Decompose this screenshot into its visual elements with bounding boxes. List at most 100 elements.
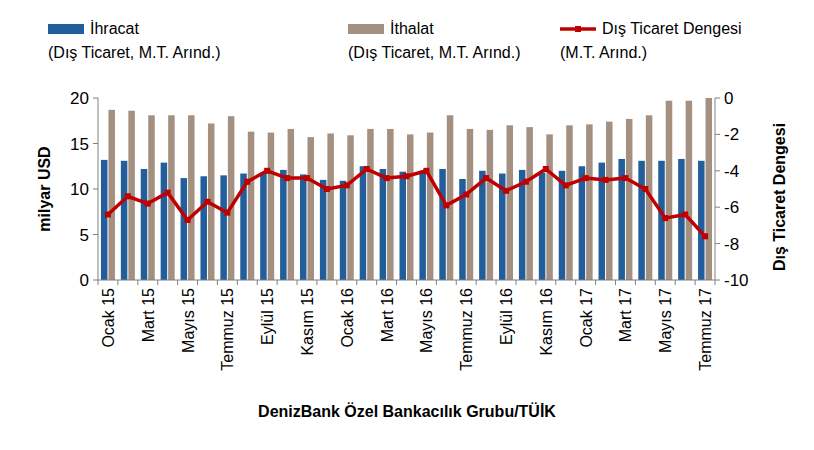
x-tick-label: Kasım 15 — [299, 288, 316, 356]
x-tick-label: Eylül 16 — [498, 288, 515, 345]
x-tick — [515, 280, 516, 285]
bar — [288, 129, 295, 280]
bar — [387, 129, 394, 280]
x-axis — [98, 280, 715, 281]
y2-tick-label: -2 — [724, 125, 739, 144]
x-tick — [217, 280, 218, 285]
legend-swatch — [348, 24, 384, 34]
y-tick-label: 20 — [70, 89, 89, 108]
bar — [141, 169, 148, 280]
marker — [642, 186, 648, 192]
marker — [443, 202, 449, 208]
marker — [105, 211, 111, 217]
y-axis-title: milyar USD — [36, 146, 53, 231]
bar — [121, 161, 128, 280]
marker — [543, 166, 549, 172]
y2-tick — [715, 134, 720, 135]
bar — [307, 137, 314, 280]
x-tick-label: Mayıs 17 — [657, 288, 674, 353]
x-tick — [635, 280, 636, 285]
bar — [507, 125, 513, 280]
y-tick — [93, 143, 98, 144]
y2-tick-label: -10 — [724, 271, 749, 290]
bar — [340, 181, 347, 280]
y-tick — [93, 234, 98, 235]
marker — [622, 175, 628, 181]
x-tick — [117, 280, 118, 285]
legend-label: İthalat (Dış Ticaret, M.T. Arınd.) — [348, 19, 520, 61]
bar — [487, 130, 494, 280]
x-tick — [715, 280, 716, 285]
y2-tick — [715, 98, 720, 99]
legend-line: İhracat — [90, 19, 139, 37]
legend-marker — [575, 26, 581, 32]
x-tick — [456, 280, 457, 285]
x-tick-label: Mayıs 16 — [418, 288, 435, 353]
bar — [188, 115, 195, 280]
y-tick-label: 15 — [70, 135, 89, 154]
marker — [423, 168, 429, 174]
x-tick — [237, 280, 238, 285]
marker — [304, 175, 310, 181]
line — [108, 169, 705, 236]
x-tick — [595, 280, 596, 285]
y-tick — [93, 189, 98, 190]
bar — [566, 125, 573, 280]
bar — [347, 135, 354, 280]
marker — [364, 166, 370, 172]
legend-line: (Dış Ticaret, M.T. Arınd.) — [348, 44, 520, 61]
x-tick — [695, 280, 696, 285]
y2-axis — [715, 98, 716, 280]
bar — [626, 119, 633, 280]
marker — [603, 177, 609, 183]
bar — [447, 115, 454, 280]
legend-line: İthalat — [390, 19, 434, 37]
source: DenizBank Özel Bankacılık Grubu/TÜİK — [258, 402, 556, 420]
marker — [463, 191, 469, 197]
marker — [702, 233, 708, 239]
bar — [327, 133, 334, 280]
marker — [404, 173, 410, 179]
bar — [101, 160, 108, 280]
marker — [384, 175, 390, 181]
x-tick — [316, 280, 317, 285]
marker — [583, 175, 589, 181]
marker — [224, 210, 230, 216]
bar — [579, 166, 586, 280]
y2-axis-title: Dış Ticaret Dengesi — [771, 123, 788, 271]
x-tick-label: Mart 16 — [379, 288, 396, 342]
legend-line: (M.T. Arınd.) — [560, 44, 647, 61]
x-tick — [137, 280, 138, 285]
y2-tick-label: -4 — [724, 162, 739, 181]
bar — [467, 129, 474, 280]
x-tick — [396, 280, 397, 285]
bar — [108, 110, 115, 280]
y2-tick — [715, 207, 720, 208]
x-tick — [356, 280, 357, 285]
marker — [264, 168, 270, 174]
bar — [427, 133, 434, 280]
marker — [185, 217, 191, 223]
marker — [244, 179, 250, 185]
y-tick-label: 10 — [70, 180, 89, 199]
y-tick — [93, 280, 98, 281]
x-tick-label: Ocak 17 — [578, 288, 595, 348]
bar — [526, 127, 533, 280]
y2-tick-label: -8 — [724, 235, 739, 254]
x-tick — [496, 280, 497, 285]
bar — [248, 132, 255, 280]
bar — [439, 169, 446, 280]
marker — [125, 193, 131, 199]
y-tick-label: 0 — [80, 271, 89, 290]
x-tick-label: Mart 15 — [140, 288, 157, 342]
y2-tick — [715, 243, 720, 244]
bar — [606, 122, 613, 280]
x-tick — [257, 280, 258, 285]
bar — [268, 133, 275, 280]
x-tick — [297, 280, 298, 285]
bar — [419, 171, 426, 280]
x-tick — [436, 280, 437, 285]
bar — [148, 115, 155, 280]
bar — [228, 116, 235, 280]
marker — [563, 182, 569, 188]
